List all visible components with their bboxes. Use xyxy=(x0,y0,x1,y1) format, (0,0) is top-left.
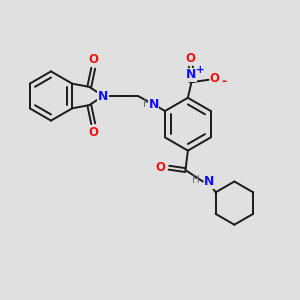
Text: H: H xyxy=(192,175,200,185)
Text: N: N xyxy=(148,98,159,112)
Text: N: N xyxy=(98,89,108,103)
Text: -: - xyxy=(221,75,226,88)
Text: O: O xyxy=(155,161,165,174)
Text: +: + xyxy=(196,65,205,75)
Text: O: O xyxy=(88,53,98,66)
Text: N: N xyxy=(204,175,215,188)
Text: N: N xyxy=(186,68,197,81)
Text: O: O xyxy=(88,126,98,139)
Text: O: O xyxy=(186,52,196,64)
Text: H: H xyxy=(143,99,151,109)
Text: O: O xyxy=(209,72,219,85)
